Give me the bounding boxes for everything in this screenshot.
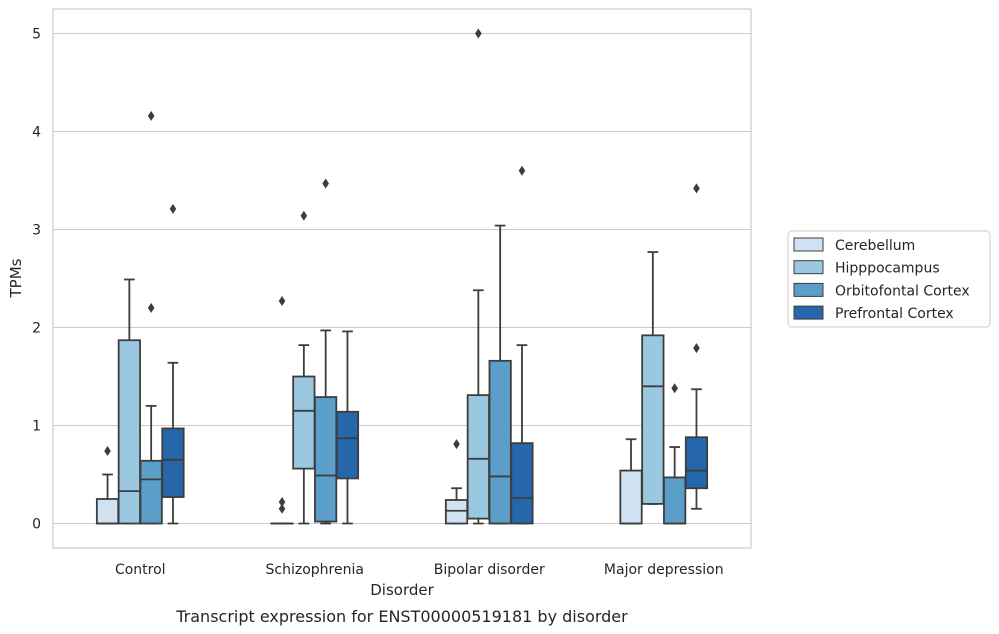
iqr-box xyxy=(444,499,469,525)
x-tick-label: Major depression xyxy=(604,562,724,578)
box-0-0 xyxy=(95,445,120,525)
iqr-box xyxy=(663,476,687,525)
y-tick-label: 2 xyxy=(32,321,41,337)
legend: Cerebellum Hipppocampus Orbitofontal Corte… xyxy=(787,230,991,328)
iqr-box xyxy=(292,375,316,470)
plot-frame xyxy=(52,8,752,549)
box-3-1 xyxy=(641,251,665,505)
box-3-2 xyxy=(663,383,687,525)
iqr-box xyxy=(684,436,709,490)
iqr-box xyxy=(95,498,120,525)
legend-swatch xyxy=(793,237,824,252)
legend-swatch xyxy=(793,260,824,275)
box-3-0 xyxy=(619,438,643,525)
y-axis-label: TPMs xyxy=(7,258,25,298)
iqr-box xyxy=(641,334,665,505)
y-tick-label: 1 xyxy=(32,419,41,435)
box-1-1 xyxy=(292,210,316,525)
box-2-1 xyxy=(466,28,490,525)
iqr-box xyxy=(466,394,490,520)
iqr-box xyxy=(161,427,185,498)
outlier-point xyxy=(104,445,111,456)
legend-frame xyxy=(787,230,991,328)
outlier-point xyxy=(147,302,155,313)
iqr-box xyxy=(139,459,163,525)
legend-label: Cerebellum xyxy=(835,238,915,254)
box-2-3 xyxy=(510,165,534,525)
outlier-point xyxy=(693,343,700,354)
outlier-point xyxy=(278,296,286,307)
box-0-3 xyxy=(161,203,185,525)
outlier-point xyxy=(147,110,155,121)
box-3-3 xyxy=(684,183,709,510)
y-tick-label: 3 xyxy=(32,223,41,239)
outlier-point xyxy=(169,203,177,214)
outlier-point xyxy=(278,503,286,514)
box-2-2 xyxy=(488,224,512,525)
box-layer xyxy=(95,28,709,525)
outlier-point xyxy=(475,28,482,39)
legend-label: Orbitofontal Cortex xyxy=(835,283,970,299)
legend-swatch xyxy=(793,282,824,297)
y-tick-label: 4 xyxy=(32,125,41,141)
outlier-point xyxy=(453,439,460,450)
x-tick-label: Schizophrenia xyxy=(266,562,364,578)
iqr-box xyxy=(314,396,338,523)
y-tick-label: 5 xyxy=(32,27,41,43)
box-1-0 xyxy=(270,296,294,525)
iqr-box xyxy=(335,410,360,480)
box-1-3 xyxy=(335,330,360,525)
legend-swatch xyxy=(793,305,824,320)
iqr-box xyxy=(619,469,643,525)
outlier-point xyxy=(278,496,286,507)
outlier-point xyxy=(693,183,700,194)
iqr-box xyxy=(488,359,512,525)
y-tick-label: 0 xyxy=(32,517,41,533)
y-tick-labels: 0 1 2 3 4 5 xyxy=(32,27,41,533)
x-axis-label: Disorder xyxy=(370,581,434,599)
box-0-2 xyxy=(139,110,163,525)
box-0-1 xyxy=(117,278,141,525)
legend-label: Hipppocampus xyxy=(835,261,940,277)
iqr-box xyxy=(510,442,534,525)
outlier-point xyxy=(518,165,526,176)
x-tick-label: Control xyxy=(115,562,166,578)
outlier-point xyxy=(671,383,678,394)
outlier-point xyxy=(300,210,308,221)
legend-label: Prefrontal Cortex xyxy=(835,306,954,322)
figure-caption: Transcript expression for ENST0000051918… xyxy=(175,607,628,626)
outlier-point xyxy=(322,178,329,189)
x-tick-labels: Control Schizophrenia Bipolar disorder Majo… xyxy=(115,562,724,578)
x-tick-label: Bipolar disorder xyxy=(434,562,545,578)
iqr-box xyxy=(117,339,141,525)
